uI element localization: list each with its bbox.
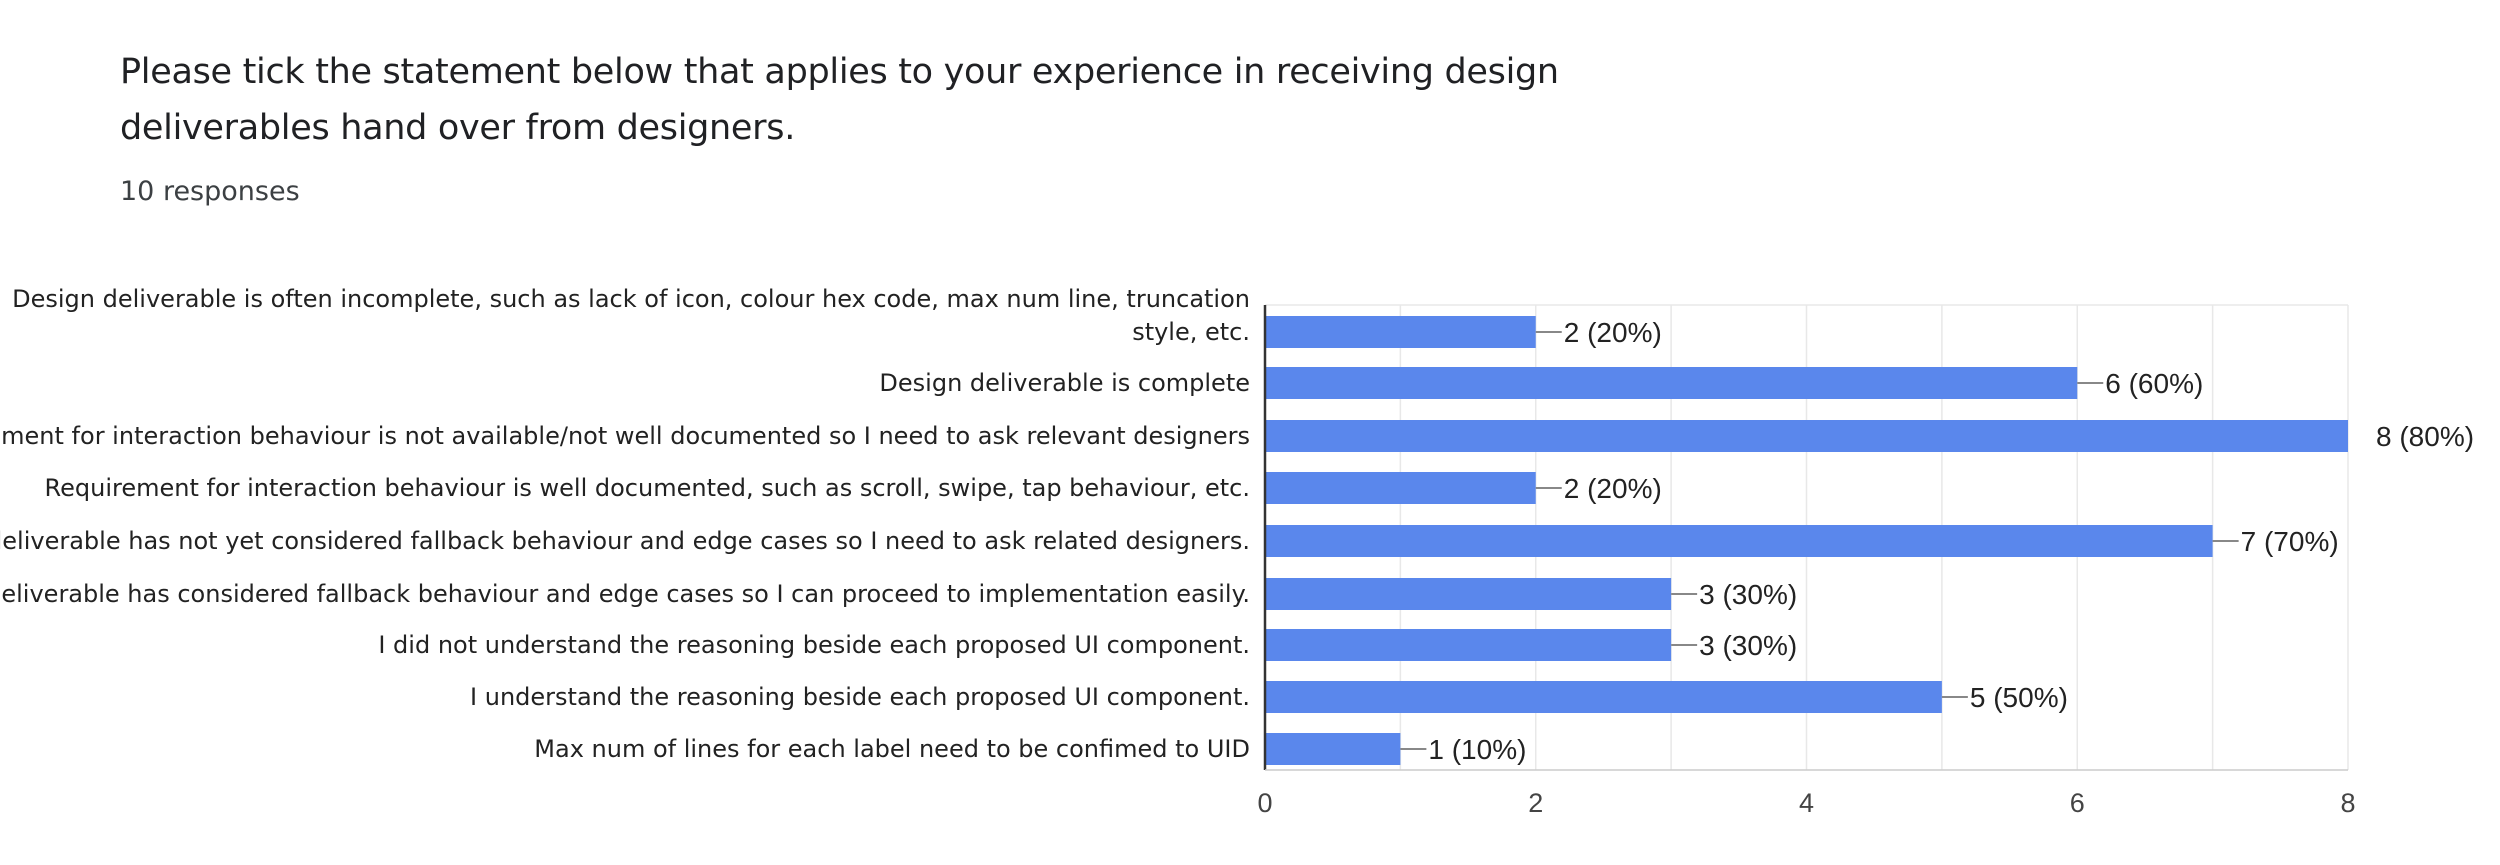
bar <box>1265 420 2348 452</box>
x-tick-label: 8 <box>2340 788 2355 818</box>
data-label: 2 (20%) <box>1564 317 1662 348</box>
data-label: 5 (50%) <box>1970 682 2068 713</box>
data-label: 2 (20%) <box>1564 473 1662 504</box>
bar <box>1265 367 2078 399</box>
bar <box>1265 629 1672 661</box>
bar <box>1265 316 1536 348</box>
category-label: Design deliverable is often incomplete, … <box>12 285 1250 313</box>
category-label: Design deliverable has considered fallba… <box>0 580 1250 608</box>
category-label: Design deliverable is complete <box>879 369 1250 397</box>
category-label: I understand the reasoning beside each p… <box>470 683 1250 711</box>
category-label: Requirement for interaction behaviour is… <box>45 474 1250 502</box>
x-axis-ticks: 0 2 4 6 8 <box>1257 788 2355 818</box>
bar <box>1265 525 2213 557</box>
data-label: 8 (80%) <box>2376 421 2474 452</box>
x-tick-label: 4 <box>1799 788 1814 818</box>
category-label: Max num of lines for each label need to … <box>534 735 1250 763</box>
x-tick-label: 2 <box>1528 788 1543 818</box>
category-label: Requirement for interaction behaviour is… <box>0 422 1250 450</box>
axis-lines <box>1263 305 2348 771</box>
x-tick-label: 0 <box>1257 788 1272 818</box>
data-label: 7 (70%) <box>2241 526 2339 557</box>
bars: 2 (20%) 6 (60%) 8 (80%) 2 (20%) 7 (70%) 3 (30… <box>1265 316 2474 765</box>
bar <box>1265 681 1942 713</box>
bar <box>1265 472 1536 504</box>
bar <box>1265 733 1401 765</box>
x-tick-label: 6 <box>2070 788 2085 818</box>
bar <box>1265 578 1672 610</box>
category-label: I did not understand the reasoning besid… <box>378 631 1250 659</box>
category-label: Design deliverable has not yet considere… <box>0 527 1250 555</box>
category-labels: Design deliverable is often incomplete, … <box>0 285 1250 763</box>
data-label: 1 (10%) <box>1428 734 1526 765</box>
category-label: style, etc. <box>1132 318 1250 346</box>
data-label: 6 (60%) <box>2105 368 2203 399</box>
data-label: 3 (30%) <box>1699 579 1797 610</box>
data-label: 3 (30%) <box>1699 630 1797 661</box>
question-title: Please tick the statement below that app… <box>120 52 1559 148</box>
response-count: 10 responses <box>120 176 300 207</box>
